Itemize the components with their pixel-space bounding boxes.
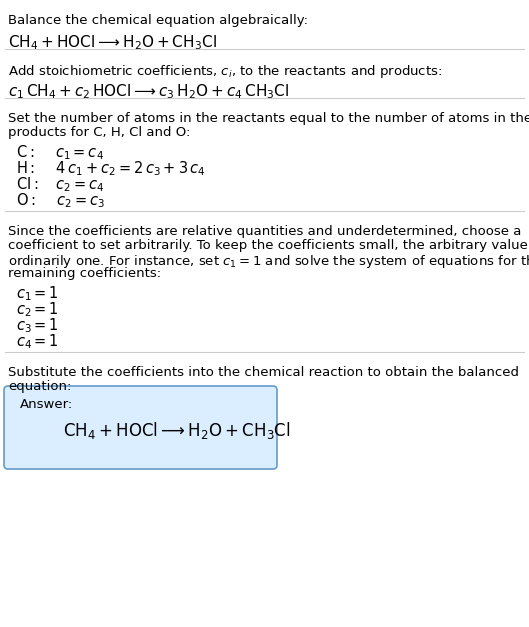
Text: $\mathrm{CH_4} + \mathrm{HOCl} \longrightarrow \mathrm{H_2O} + \mathrm{CH_3Cl}$: $\mathrm{CH_4} + \mathrm{HOCl} \longrigh… [8,33,217,51]
Text: $c_1 = 1$: $c_1 = 1$ [16,284,59,303]
Text: Substitute the coefficients into the chemical reaction to obtain the balanced: Substitute the coefficients into the che… [8,366,519,379]
Text: $c_3 = 1$: $c_3 = 1$ [16,316,59,335]
Text: $\mathrm{H:}\quad\; 4\,c_1 + c_2 = 2\,c_3 + 3\,c_4$: $\mathrm{H:}\quad\; 4\,c_1 + c_2 = 2\,c_… [16,159,206,177]
Text: $c_4 = 1$: $c_4 = 1$ [16,332,59,350]
Text: products for C, H, Cl and O:: products for C, H, Cl and O: [8,126,190,139]
Text: $c_2 = 1$: $c_2 = 1$ [16,300,59,319]
Text: equation:: equation: [8,380,71,393]
Text: coefficient to set arbitrarily. To keep the coefficients small, the arbitrary va: coefficient to set arbitrarily. To keep … [8,239,529,252]
Text: $c_1\,\mathrm{CH_4} + c_2\,\mathrm{HOCl} \longrightarrow c_3\,\mathrm{H_2O} + c_: $c_1\,\mathrm{CH_4} + c_2\,\mathrm{HOCl}… [8,82,289,101]
Text: Balance the chemical equation algebraically:: Balance the chemical equation algebraica… [8,14,308,27]
Text: Set the number of atoms in the reactants equal to the number of atoms in the: Set the number of atoms in the reactants… [8,112,529,125]
Text: $\mathrm{C:}\quad\; c_1 = c_4$: $\mathrm{C:}\quad\; c_1 = c_4$ [16,143,104,162]
Text: Since the coefficients are relative quantities and underdetermined, choose a: Since the coefficients are relative quan… [8,225,522,238]
Text: $\mathrm{CH_4} + \mathrm{HOCl} \longrightarrow \mathrm{H_2O} + \mathrm{CH_3Cl}$: $\mathrm{CH_4} + \mathrm{HOCl} \longrigh… [63,420,291,441]
Text: ordinarily one. For instance, set $c_1 = 1$ and solve the system of equations fo: ordinarily one. For instance, set $c_1 =… [8,253,529,270]
Text: $\mathrm{Cl:}\quad c_2 = c_4$: $\mathrm{Cl:}\quad c_2 = c_4$ [16,175,104,194]
Text: $\mathrm{O:}\quad\; c_2 = c_3$: $\mathrm{O:}\quad\; c_2 = c_3$ [16,191,105,209]
Text: Add stoichiometric coefficients, $c_i$, to the reactants and products:: Add stoichiometric coefficients, $c_i$, … [8,63,442,80]
Text: Answer:: Answer: [20,398,73,411]
Text: remaining coefficients:: remaining coefficients: [8,267,161,280]
FancyBboxPatch shape [4,386,277,469]
